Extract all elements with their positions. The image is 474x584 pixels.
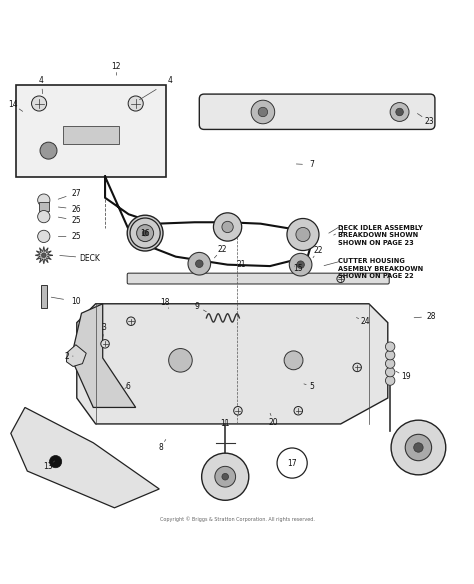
Bar bbox=[40, 285, 47, 308]
Polygon shape bbox=[36, 247, 52, 264]
Circle shape bbox=[414, 443, 423, 452]
Circle shape bbox=[234, 406, 242, 415]
Circle shape bbox=[37, 230, 50, 242]
Text: 22: 22 bbox=[217, 245, 227, 254]
Text: 4: 4 bbox=[168, 77, 173, 85]
FancyBboxPatch shape bbox=[127, 273, 389, 284]
Circle shape bbox=[142, 230, 148, 236]
Bar bbox=[39, 203, 49, 211]
Text: 11: 11 bbox=[220, 419, 230, 429]
Polygon shape bbox=[77, 304, 388, 424]
Circle shape bbox=[40, 142, 57, 159]
Text: 18: 18 bbox=[161, 298, 170, 307]
Circle shape bbox=[405, 434, 432, 461]
Circle shape bbox=[201, 453, 249, 500]
Text: 9: 9 bbox=[194, 302, 200, 311]
Circle shape bbox=[169, 349, 192, 372]
Circle shape bbox=[32, 96, 46, 111]
Text: 16: 16 bbox=[140, 228, 150, 238]
Text: 26: 26 bbox=[71, 204, 81, 214]
Circle shape bbox=[391, 420, 446, 475]
Circle shape bbox=[294, 406, 302, 415]
Text: DECK: DECK bbox=[80, 253, 100, 263]
Circle shape bbox=[284, 351, 303, 370]
Text: 19: 19 bbox=[401, 373, 410, 381]
Circle shape bbox=[37, 210, 50, 223]
Circle shape bbox=[222, 221, 233, 232]
Polygon shape bbox=[66, 345, 86, 366]
Text: 5: 5 bbox=[309, 382, 314, 391]
Text: 10: 10 bbox=[71, 297, 81, 306]
Text: 17: 17 bbox=[287, 458, 297, 468]
Text: 1: 1 bbox=[339, 226, 344, 235]
Text: 21: 21 bbox=[236, 260, 246, 269]
Text: 2: 2 bbox=[64, 352, 69, 360]
Text: 22: 22 bbox=[313, 246, 323, 255]
Text: 7: 7 bbox=[309, 160, 314, 169]
Circle shape bbox=[287, 218, 319, 251]
Circle shape bbox=[297, 261, 304, 269]
Text: 13: 13 bbox=[43, 462, 53, 471]
Circle shape bbox=[296, 227, 310, 242]
Text: 12: 12 bbox=[111, 62, 121, 71]
FancyBboxPatch shape bbox=[16, 85, 166, 176]
Circle shape bbox=[215, 467, 236, 487]
FancyBboxPatch shape bbox=[199, 94, 435, 130]
Circle shape bbox=[337, 275, 345, 283]
Circle shape bbox=[385, 376, 395, 385]
Text: 8: 8 bbox=[158, 443, 163, 452]
Circle shape bbox=[49, 456, 62, 468]
Circle shape bbox=[137, 225, 154, 242]
Circle shape bbox=[385, 350, 395, 360]
Circle shape bbox=[222, 474, 228, 480]
Text: 25: 25 bbox=[71, 232, 81, 241]
Text: DECK IDLER ASSEMBLY
BREAKDOWN SHOWN
SHOWN ON PAGE 23: DECK IDLER ASSEMBLY BREAKDOWN SHOWN SHOW… bbox=[338, 225, 423, 246]
Circle shape bbox=[385, 342, 395, 352]
Text: 4: 4 bbox=[39, 77, 44, 85]
Circle shape bbox=[37, 194, 50, 206]
Text: Copyright © Briggs & Stratton Corporation. All rights reserved.: Copyright © Briggs & Stratton Corporatio… bbox=[160, 516, 314, 522]
Polygon shape bbox=[11, 408, 159, 508]
Circle shape bbox=[385, 359, 395, 369]
Circle shape bbox=[101, 339, 109, 348]
Polygon shape bbox=[71, 304, 136, 408]
Text: 15: 15 bbox=[293, 264, 303, 273]
Circle shape bbox=[128, 96, 143, 111]
Circle shape bbox=[390, 103, 409, 121]
Text: 23: 23 bbox=[424, 117, 434, 126]
Text: 27: 27 bbox=[71, 189, 81, 197]
Bar bbox=[63, 126, 119, 144]
Circle shape bbox=[196, 260, 203, 267]
Circle shape bbox=[188, 252, 210, 275]
Circle shape bbox=[41, 253, 46, 258]
Text: CUTTER HOUSING
ASEMBLY BREAKDOWN
SHOWN ON PAGE 22: CUTTER HOUSING ASEMBLY BREAKDOWN SHOWN O… bbox=[338, 258, 424, 279]
Text: 25: 25 bbox=[71, 216, 81, 225]
Text: 3: 3 bbox=[102, 324, 107, 332]
Text: 6: 6 bbox=[125, 382, 130, 391]
Circle shape bbox=[213, 213, 242, 241]
Circle shape bbox=[251, 100, 275, 124]
Circle shape bbox=[385, 367, 395, 377]
Text: 24: 24 bbox=[360, 317, 370, 326]
Text: 20: 20 bbox=[269, 418, 279, 426]
Text: 28: 28 bbox=[427, 312, 436, 321]
Circle shape bbox=[396, 108, 403, 116]
Circle shape bbox=[353, 363, 361, 371]
Text: 14: 14 bbox=[8, 100, 18, 109]
Circle shape bbox=[289, 253, 312, 276]
Circle shape bbox=[258, 107, 268, 117]
Circle shape bbox=[127, 215, 163, 251]
Circle shape bbox=[127, 317, 135, 325]
